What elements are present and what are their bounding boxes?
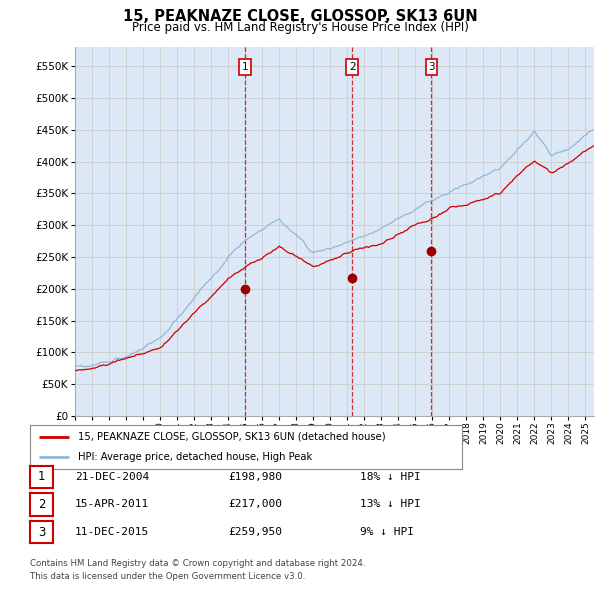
Text: 15-APR-2011: 15-APR-2011	[75, 500, 149, 509]
Text: 1: 1	[241, 62, 248, 72]
Text: £259,950: £259,950	[228, 527, 282, 537]
Text: 2: 2	[38, 498, 45, 511]
Text: Price paid vs. HM Land Registry's House Price Index (HPI): Price paid vs. HM Land Registry's House …	[131, 21, 469, 34]
Text: 21-DEC-2004: 21-DEC-2004	[75, 472, 149, 481]
Text: This data is licensed under the Open Government Licence v3.0.: This data is licensed under the Open Gov…	[30, 572, 305, 581]
Text: 11-DEC-2015: 11-DEC-2015	[75, 527, 149, 537]
Text: £217,000: £217,000	[228, 500, 282, 509]
Text: £198,980: £198,980	[228, 472, 282, 481]
Text: Contains HM Land Registry data © Crown copyright and database right 2024.: Contains HM Land Registry data © Crown c…	[30, 559, 365, 568]
Text: 3: 3	[428, 62, 435, 72]
Text: 3: 3	[38, 526, 45, 539]
Text: 18% ↓ HPI: 18% ↓ HPI	[360, 472, 421, 481]
Text: 15, PEAKNAZE CLOSE, GLOSSOP, SK13 6UN: 15, PEAKNAZE CLOSE, GLOSSOP, SK13 6UN	[122, 9, 478, 24]
Text: 13% ↓ HPI: 13% ↓ HPI	[360, 500, 421, 509]
Text: 9% ↓ HPI: 9% ↓ HPI	[360, 527, 414, 537]
Text: 15, PEAKNAZE CLOSE, GLOSSOP, SK13 6UN (detached house): 15, PEAKNAZE CLOSE, GLOSSOP, SK13 6UN (d…	[77, 432, 385, 442]
Text: 2: 2	[349, 62, 356, 72]
Text: HPI: Average price, detached house, High Peak: HPI: Average price, detached house, High…	[77, 452, 312, 462]
Text: 1: 1	[38, 470, 45, 483]
